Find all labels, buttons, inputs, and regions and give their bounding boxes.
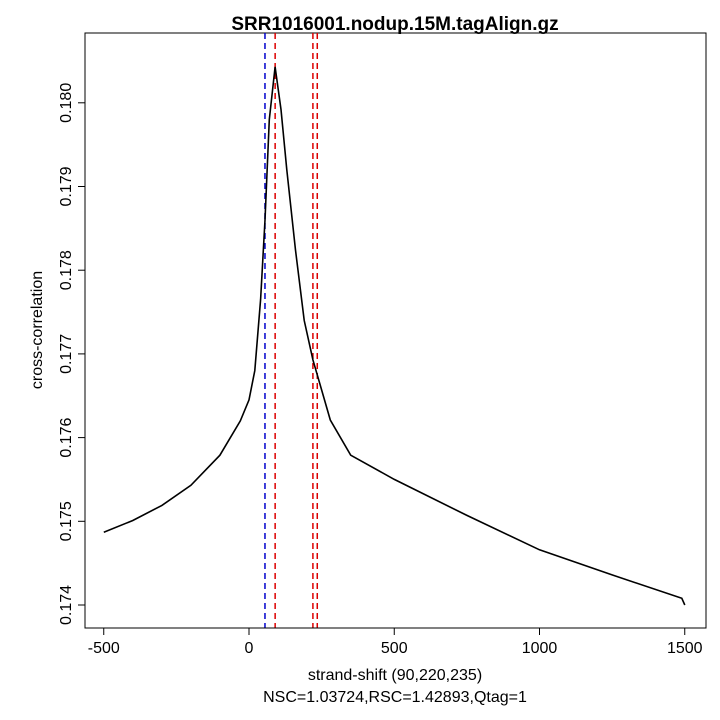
x-axis-label: strand-shift (90,220,235) (308, 667, 482, 684)
x-tick-label: 1500 (667, 640, 703, 657)
y-tick-label: 0.175 (58, 501, 75, 541)
y-tick-label: 0.178 (58, 250, 75, 290)
y-tick-label: 0.180 (58, 83, 75, 123)
y-tick-label: 0.176 (58, 417, 75, 457)
plot-frame (84, 32, 707, 629)
y-tick-label: 0.179 (58, 166, 75, 206)
cross-correlation-line (103, 66, 686, 606)
chart-title: SRR1016001.nodup.15M.tagAlign.gz (231, 14, 558, 35)
x-tick-label: 500 (381, 640, 408, 657)
x-tick-label: 1000 (522, 640, 558, 657)
x-tick-label: -500 (88, 640, 120, 657)
x-tick-label: 0 (245, 640, 254, 657)
y-axis-label: cross-correlation (29, 271, 46, 389)
y-tick-label: 0.174 (58, 585, 75, 625)
y-tick-label: 0.177 (58, 334, 75, 374)
chart-subtitle: NSC=1.03724,RSC=1.42893,Qtag=1 (263, 689, 527, 706)
